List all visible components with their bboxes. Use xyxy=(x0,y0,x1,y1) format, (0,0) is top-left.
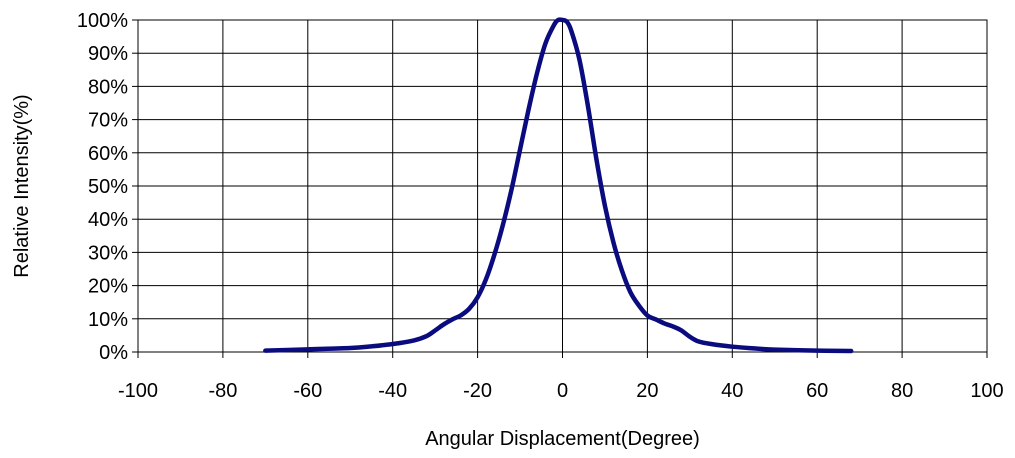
y-tick-label: 20% xyxy=(88,276,128,298)
x-tick-label: -60 xyxy=(293,380,322,402)
x-tick-label: 100 xyxy=(970,380,1003,402)
series-layer xyxy=(263,17,854,354)
x-tick-label: -20 xyxy=(463,380,492,402)
x-tick-label: 60 xyxy=(806,380,828,402)
axes xyxy=(132,19,988,358)
y-tick-label: 10% xyxy=(88,309,128,331)
x-tick-label: 80 xyxy=(891,380,913,402)
x-axis-title: Angular Displacement(Degree) xyxy=(425,428,700,450)
x-tick-label: -100 xyxy=(118,380,158,402)
y-axis-title: Relative Intensity(%) xyxy=(11,94,33,277)
y-tick-label: 70% xyxy=(88,110,128,132)
x-tick-label: -80 xyxy=(208,380,237,402)
grid xyxy=(137,19,988,353)
x-tick-label: 20 xyxy=(636,380,658,402)
y-tick-label: 40% xyxy=(88,209,128,231)
x-tick-label: -40 xyxy=(378,380,407,402)
x-tick-label: 40 xyxy=(721,380,743,402)
y-tick-label: 30% xyxy=(88,242,128,264)
y-tick-label: 60% xyxy=(88,143,128,165)
y-tick-label: 0% xyxy=(99,342,128,364)
y-tick-label: 50% xyxy=(88,176,128,198)
x-tick-labels: -100 -80 -60 -40 -20 0 20 40 60 80 100 xyxy=(118,380,1004,402)
y-tick-label: 80% xyxy=(88,76,128,98)
intensity-series-line xyxy=(263,17,854,354)
y-tick-label: 90% xyxy=(88,43,128,65)
y-tick-labels: 0% 10% 20% 30% 40% 50% 60% 70% 80% 90% 100% xyxy=(77,10,128,364)
y-tick-label: 100% xyxy=(77,10,128,32)
x-tick-label: 0 xyxy=(557,380,568,402)
